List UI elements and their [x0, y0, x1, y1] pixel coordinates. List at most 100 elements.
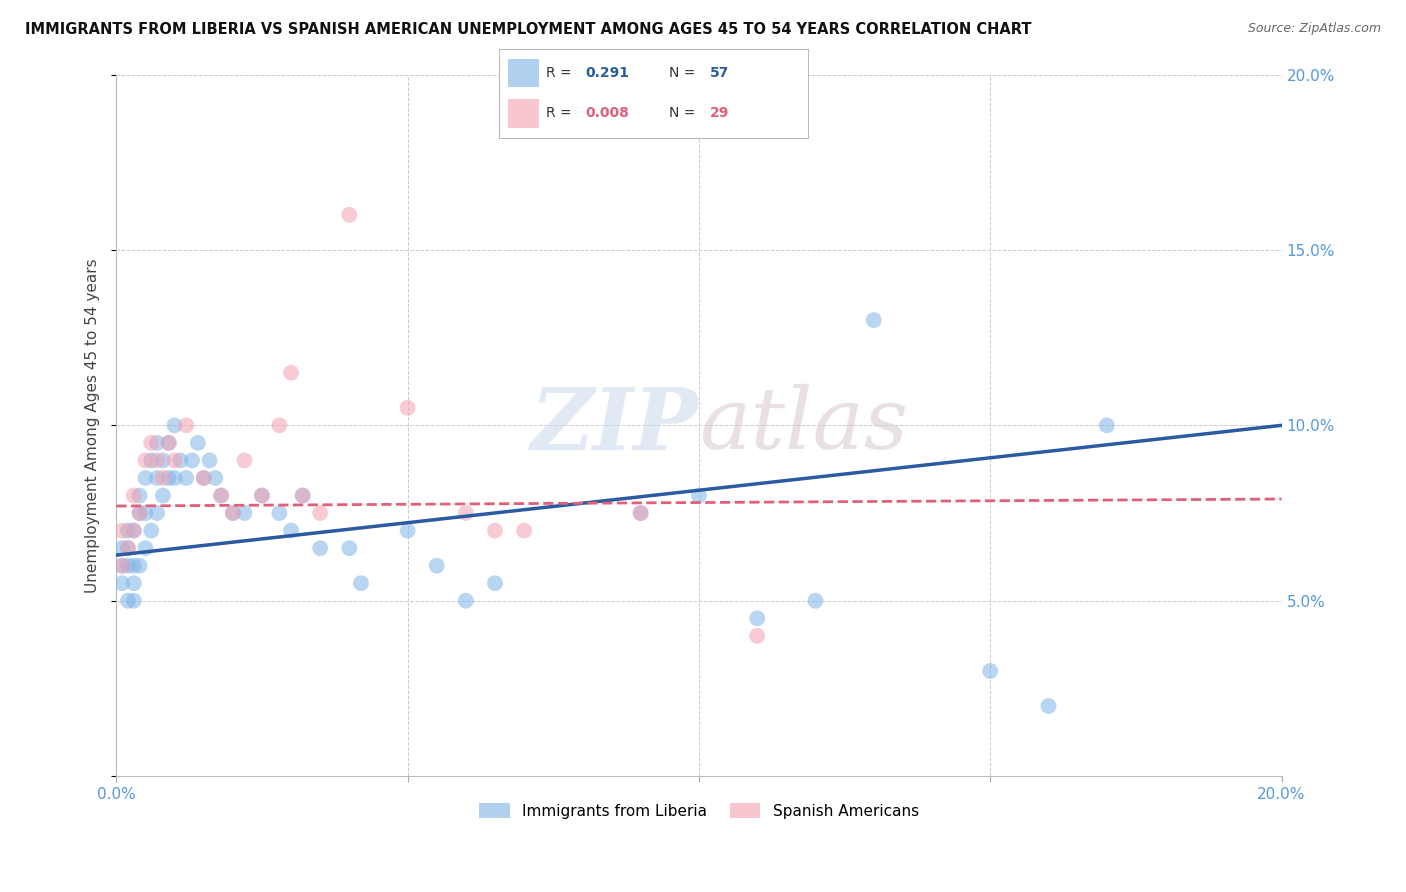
Bar [509, 59, 540, 87]
Point [1038, 698, 1060, 713]
Point [484, 576, 506, 591]
Point [122, 576, 145, 591]
Point [193, 471, 215, 485]
Point [396, 524, 419, 538]
Text: IMMIGRANTS FROM LIBERIA VS SPANISH AMERICAN UNEMPLOYMENT AMONG AGES 45 TO 54 YEA: IMMIGRANTS FROM LIBERIA VS SPANISH AMERI… [25, 22, 1032, 37]
Text: Source: ZipAtlas.com: Source: ZipAtlas.com [1247, 22, 1381, 36]
Point [204, 471, 226, 485]
Point [111, 558, 134, 573]
Point [350, 576, 373, 591]
Point [747, 611, 769, 625]
Point [630, 506, 652, 520]
Point [174, 418, 197, 433]
Point [396, 401, 419, 415]
Point [484, 524, 506, 538]
Point [117, 524, 139, 538]
Point [454, 506, 477, 520]
Point [128, 558, 150, 573]
Text: N =: N = [669, 66, 700, 80]
Point [146, 453, 169, 467]
Point [1095, 418, 1118, 433]
Point [269, 506, 291, 520]
Point [291, 489, 314, 503]
Point [309, 541, 332, 556]
Point [630, 506, 652, 520]
Point [146, 506, 169, 520]
Point [134, 453, 156, 467]
Point [146, 471, 169, 485]
Point [152, 471, 174, 485]
Point [111, 524, 134, 538]
Point [128, 489, 150, 503]
Point [134, 541, 156, 556]
Point [141, 453, 163, 467]
Point [280, 366, 302, 380]
Point [122, 489, 145, 503]
Point [222, 506, 245, 520]
Point [111, 558, 134, 573]
Point [134, 471, 156, 485]
Point [426, 558, 449, 573]
Point [337, 208, 360, 222]
Text: R =: R = [546, 106, 575, 120]
Point [157, 436, 180, 450]
Text: 0.291: 0.291 [586, 66, 630, 80]
Point [513, 524, 536, 538]
Text: 29: 29 [710, 106, 728, 120]
Point [117, 558, 139, 573]
Point [141, 436, 163, 450]
Point [157, 471, 180, 485]
Point [152, 489, 174, 503]
Point [250, 489, 273, 503]
Point [222, 506, 245, 520]
Text: atlas: atlas [699, 384, 908, 467]
Point [174, 471, 197, 485]
Point [157, 436, 180, 450]
Point [181, 453, 204, 467]
Point [280, 524, 302, 538]
Text: 0.008: 0.008 [586, 106, 630, 120]
Point [747, 629, 769, 643]
Point [111, 576, 134, 591]
Point [117, 541, 139, 556]
Point [122, 524, 145, 538]
Point [163, 418, 186, 433]
Point [128, 506, 150, 520]
Point [269, 418, 291, 433]
Point [979, 664, 1001, 678]
Point [862, 313, 884, 327]
Point [233, 506, 256, 520]
Point [163, 453, 186, 467]
Point [122, 593, 145, 607]
Point [169, 453, 191, 467]
Text: R =: R = [546, 66, 575, 80]
Point [128, 506, 150, 520]
Point [122, 558, 145, 573]
Bar [509, 99, 540, 128]
Point [111, 541, 134, 556]
Point [688, 489, 710, 503]
Point [122, 524, 145, 538]
Text: N =: N = [669, 106, 700, 120]
Point [291, 489, 314, 503]
Y-axis label: Unemployment Among Ages 45 to 54 years: Unemployment Among Ages 45 to 54 years [86, 258, 100, 592]
Legend: Immigrants from Liberia, Spanish Americans: Immigrants from Liberia, Spanish America… [472, 797, 925, 825]
Text: ZIP: ZIP [531, 384, 699, 467]
Point [193, 471, 215, 485]
Point [804, 593, 827, 607]
Point [163, 471, 186, 485]
Point [141, 524, 163, 538]
Text: 57: 57 [710, 66, 728, 80]
Point [337, 541, 360, 556]
Point [233, 453, 256, 467]
Point [117, 593, 139, 607]
Point [209, 489, 232, 503]
Point [250, 489, 273, 503]
Point [454, 593, 477, 607]
Point [198, 453, 221, 467]
Point [146, 436, 169, 450]
Point [309, 506, 332, 520]
Point [209, 489, 232, 503]
Point [152, 453, 174, 467]
Point [134, 506, 156, 520]
